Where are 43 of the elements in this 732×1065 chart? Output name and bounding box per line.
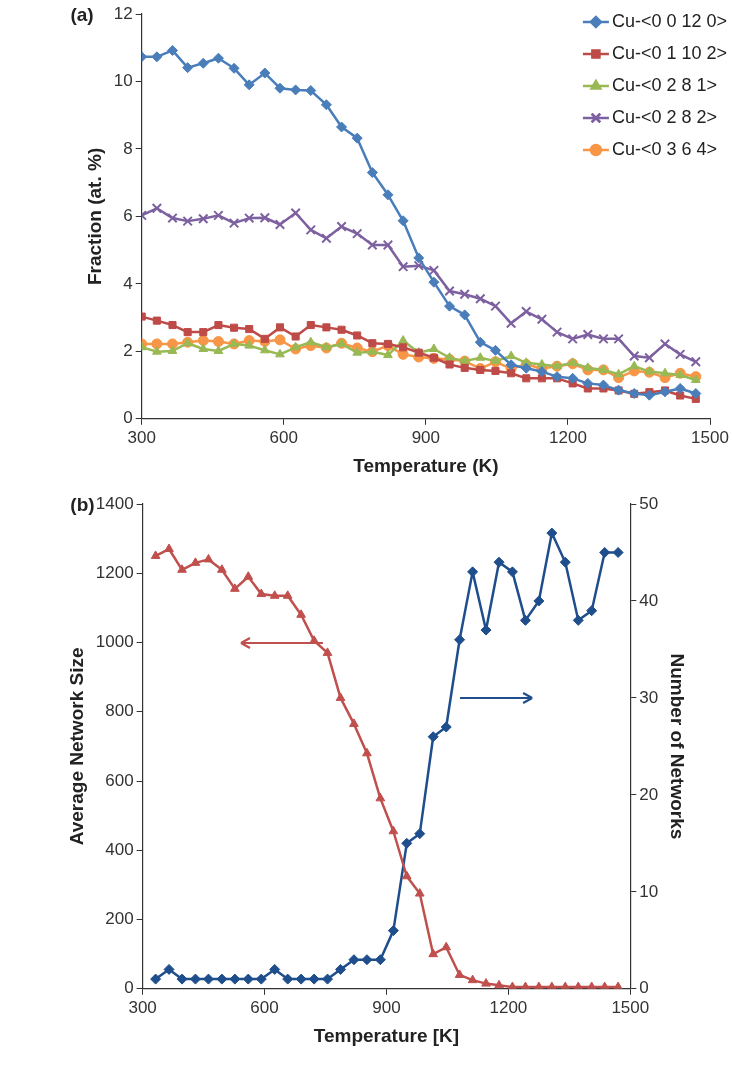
x-tick-label: 600	[269, 427, 298, 447]
y-axis-title: Fraction (at. %)	[83, 147, 105, 286]
y-tick-label: 12	[113, 3, 133, 23]
x-tick-label: 300	[127, 427, 156, 447]
x-tick-label: 1500	[611, 997, 650, 1017]
x-tick-label: 1500	[691, 427, 729, 447]
legend-label: Cu-<0 2 8 1>	[611, 74, 717, 95]
y-tick-label: 400	[105, 839, 134, 859]
x-tick-label: 1200	[549, 427, 587, 447]
legend-label: Cu-<0 0 12 0>	[611, 10, 728, 31]
x-tick-label: 600	[250, 997, 279, 1017]
y-tick-label: 1200	[95, 562, 134, 582]
y-axis-title: Average Network Size	[65, 647, 87, 846]
chart-title: (a)	[70, 3, 94, 25]
y2-tick-label: 50	[639, 493, 659, 513]
x-tick-label: 300	[128, 997, 157, 1017]
y-tick-label: 4	[123, 273, 133, 293]
y2-tick-label: 10	[639, 881, 659, 901]
x-tick-label: 900	[411, 427, 441, 447]
x-tick-label: 900	[372, 997, 401, 1017]
y2-axis-title: Number of Networks	[667, 653, 689, 840]
y-tick-label: 800	[105, 701, 134, 721]
y2-tick-label: 0	[639, 978, 649, 998]
y-tick-label: 600	[105, 770, 134, 790]
y-tick-label: 0	[123, 408, 133, 428]
x-tick-label: 1200	[489, 997, 528, 1017]
y-tick-label: 1400	[95, 493, 134, 513]
legend-label: Cu-<0 1 10 2>	[611, 42, 728, 63]
y-tick-label: 2	[123, 341, 133, 361]
chart-title: (b)	[70, 493, 95, 515]
y-tick-label: 0	[124, 978, 134, 998]
x-axis-title: Temperature [K]	[313, 1024, 460, 1046]
y2-tick-label: 20	[639, 784, 659, 804]
y-tick-label: 6	[123, 206, 133, 226]
y2-tick-label: 40	[639, 590, 659, 610]
y-tick-label: 8	[123, 138, 133, 158]
legend-label: Cu-<0 2 8 2>	[611, 106, 717, 127]
x-axis-title: Temperature (K)	[353, 454, 499, 476]
y-tick-label: 200	[105, 909, 134, 929]
legend-label: Cu-<0 3 6 4>	[611, 138, 717, 159]
y2-tick-label: 30	[639, 687, 659, 707]
y-tick-label: 1000	[95, 632, 134, 652]
y-tick-label: 10	[113, 71, 133, 91]
